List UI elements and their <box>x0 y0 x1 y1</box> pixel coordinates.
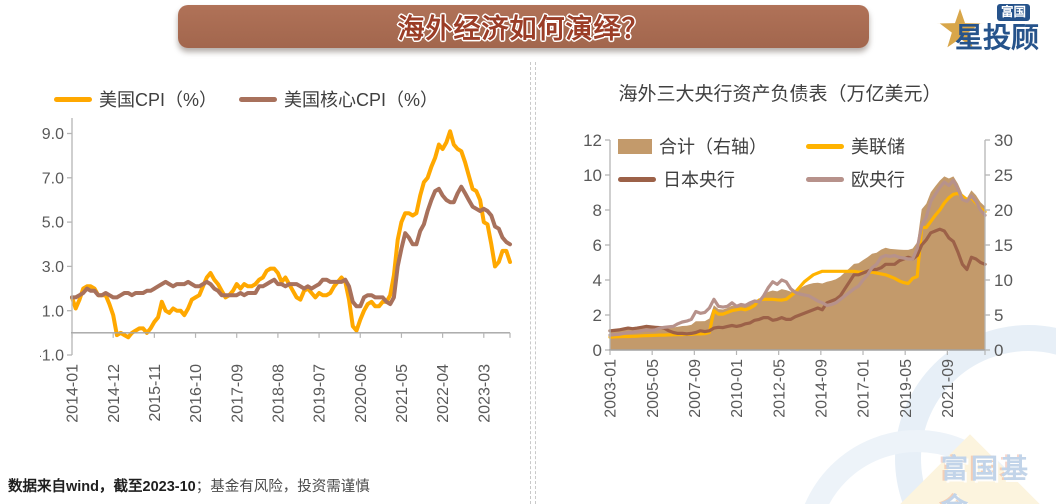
svg-text:2014-01: 2014-01 <box>65 364 82 423</box>
svg-text:1.0: 1.0 <box>42 303 64 320</box>
legend-item: 美联储 <box>806 133 905 159</box>
svg-text:20: 20 <box>994 201 1013 220</box>
panel-divider <box>530 62 536 504</box>
svg-text:5.0: 5.0 <box>42 215 64 232</box>
svg-text:10: 10 <box>994 271 1013 290</box>
watermark-text: 富国基金 <box>941 454 1031 504</box>
risk-warning-text: ；基金有风险，投资需谨慎 <box>195 479 370 495</box>
svg-text:2018-08: 2018-08 <box>270 364 287 423</box>
svg-text:6: 6 <box>593 236 602 255</box>
data-source-text: 数据来自wind，截至2023-10 <box>8 479 196 495</box>
svg-text:15: 15 <box>994 236 1013 255</box>
legend-item: 欧央行 <box>806 166 905 192</box>
legend-item: 合计（右轴） <box>618 133 806 159</box>
svg-text:12: 12 <box>583 131 602 150</box>
fed-line-swatch-icon <box>806 143 844 149</box>
cpi-line-swatch-icon <box>54 96 92 102</box>
footer-disclaimer: 数据来自wind，截至2023-10；基金有风险，投资需谨慎 <box>8 475 370 496</box>
core-cpi-line-swatch-icon <box>239 96 278 102</box>
legend-item: 美国CPI（%） <box>54 86 217 112</box>
legend-label: 美国CPI（%） <box>99 90 218 110</box>
svg-text:2005-05: 2005-05 <box>645 359 662 418</box>
svg-text:2017-01: 2017-01 <box>856 359 873 418</box>
svg-text:2007-09: 2007-09 <box>687 359 704 418</box>
legend-label: 欧央行 <box>851 170 905 190</box>
legend-item: 日本央行 <box>618 166 806 192</box>
legend-item: 美国核心CPI（%） <box>239 86 438 112</box>
svg-text:2017-09: 2017-09 <box>229 364 246 423</box>
svg-text:2019-07: 2019-07 <box>312 364 329 423</box>
legend-label: 美国核心CPI（%） <box>284 90 439 110</box>
boj-line-swatch-icon <box>618 176 656 182</box>
svg-text:2019-05: 2019-05 <box>898 359 915 418</box>
svg-text:10: 10 <box>583 166 602 185</box>
svg-text:2020-06: 2020-06 <box>353 364 370 423</box>
svg-text:7.0: 7.0 <box>42 170 64 187</box>
svg-text:2023-03: 2023-03 <box>476 364 493 423</box>
svg-text:25: 25 <box>994 166 1013 185</box>
svg-text:30: 30 <box>994 131 1013 150</box>
svg-text:2021-09: 2021-09 <box>940 359 957 418</box>
svg-text:4: 4 <box>593 271 602 290</box>
svg-text:8: 8 <box>593 201 602 220</box>
ecb-line-swatch-icon <box>806 176 844 182</box>
left-chart-legend: 美国CPI（%） 美国核心CPI（%） <box>54 86 438 112</box>
star-icon <box>933 2 990 55</box>
header-bar: 海外经济如何演绎？ <box>178 5 869 48</box>
svg-text:2015-11: 2015-11 <box>147 364 164 422</box>
svg-text:9.0: 9.0 <box>42 126 64 143</box>
svg-text:0: 0 <box>593 341 602 360</box>
svg-text:2012-05: 2012-05 <box>771 359 788 418</box>
svg-text:0: 0 <box>994 341 1003 360</box>
legend-label: 合计（右轴） <box>659 137 767 157</box>
svg-text:2010-01: 2010-01 <box>729 359 746 418</box>
svg-text:2: 2 <box>593 306 602 325</box>
svg-text:2022-04: 2022-04 <box>435 364 452 423</box>
logo-badge: 富国 <box>997 4 1031 21</box>
svg-text:2016-10: 2016-10 <box>188 364 205 423</box>
svg-text:2021-05: 2021-05 <box>394 364 411 423</box>
logo-name: 星投顾 <box>955 22 1040 53</box>
legend-label: 美联储 <box>851 137 905 157</box>
page-title: 海外经济如何演绎？ <box>397 14 650 44</box>
svg-text:5: 5 <box>994 306 1003 325</box>
svg-text:2003-01: 2003-01 <box>603 359 620 418</box>
right-chart-legend: 合计（右轴） 美联储 日本央行 欧央行 <box>618 133 905 192</box>
svg-text:-1.0: -1.0 <box>40 348 64 365</box>
svg-text:2014-12: 2014-12 <box>106 364 123 423</box>
brand-logo: 富国 星投顾 <box>933 2 1053 56</box>
svg-text:2014-09: 2014-09 <box>813 359 830 418</box>
right-chart-title: 海外三大央行资产负债表（万亿美元） <box>618 84 942 105</box>
total-area-swatch-icon <box>618 138 652 154</box>
legend-label: 日本央行 <box>663 170 735 190</box>
svg-text:3.0: 3.0 <box>42 259 64 276</box>
